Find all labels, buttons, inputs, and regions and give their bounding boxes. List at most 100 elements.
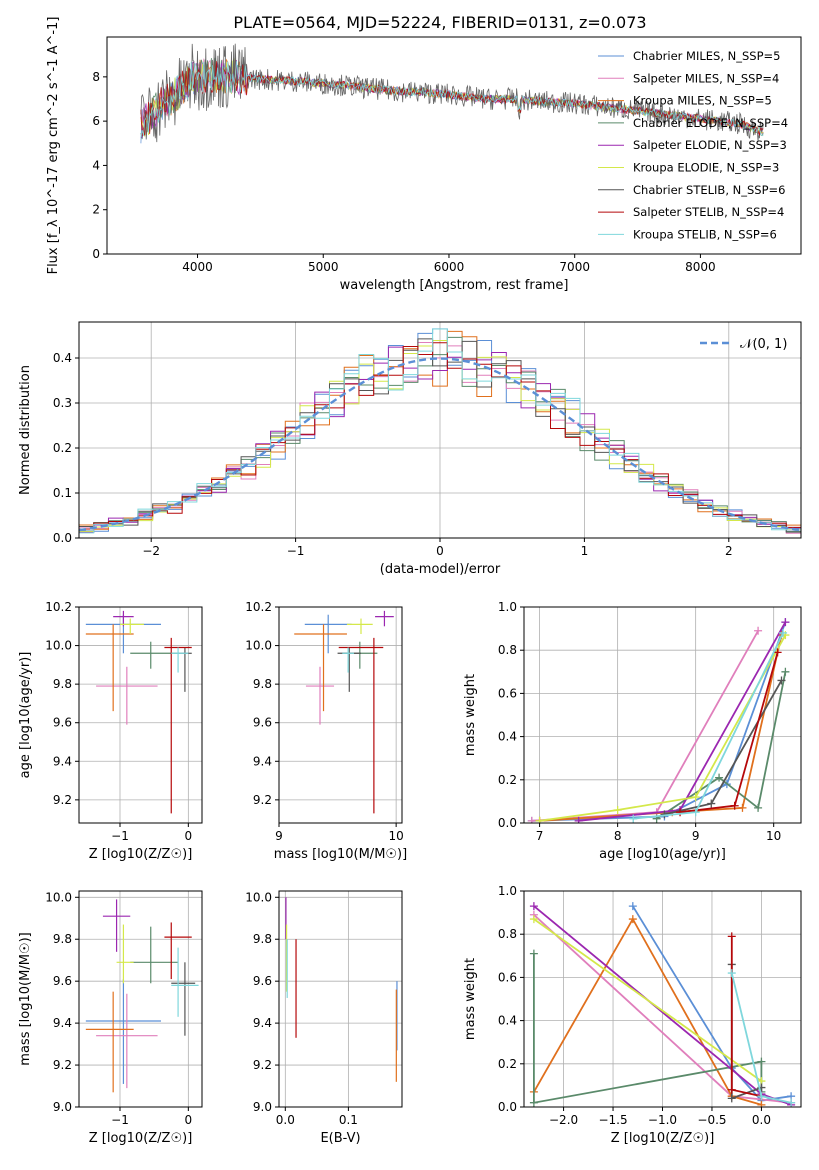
y-axis-label: mass [log10(M/M☉)] bbox=[18, 932, 33, 1065]
weight-point bbox=[727, 932, 736, 941]
weight-point bbox=[529, 902, 538, 911]
x-tick-label: 0 bbox=[185, 829, 193, 843]
y-tick-label: 0.8 bbox=[498, 643, 517, 657]
plot-area-mass-vs-ebv bbox=[285, 897, 398, 1082]
legend-label: Chabrier MILES, N_SSP=5 bbox=[633, 49, 780, 63]
plot-area-mass-vs-z bbox=[85, 899, 199, 1093]
legend-label: Salpeter STELIB, N_SSP=4 bbox=[633, 205, 784, 219]
x-axis-label: mass [log10(M/M☉)] bbox=[274, 847, 407, 862]
errorbar bbox=[130, 926, 179, 984]
errorbar bbox=[171, 962, 196, 1036]
weight-point bbox=[629, 814, 638, 823]
x-tick-label: 0 bbox=[436, 544, 444, 558]
y-tick-label: 0.4 bbox=[53, 351, 72, 365]
weight-point bbox=[738, 803, 747, 812]
panel-spectrum: 4000 5000 6000 7000 8000 0 2 4 6 8 wavelength [Ang… bbox=[46, 17, 802, 293]
y-tick-label: 9.2 bbox=[53, 1058, 72, 1072]
weight-point bbox=[691, 793, 700, 802]
axes-frame bbox=[78, 890, 203, 1108]
plot-area-spectrum bbox=[140, 43, 764, 144]
y-tick-label: 9.6 bbox=[253, 716, 272, 730]
y-tick-label: 6 bbox=[92, 114, 100, 128]
errorbar bbox=[342, 647, 354, 673]
weight-line bbox=[531, 621, 787, 822]
errorbar bbox=[96, 993, 158, 1089]
errorbar bbox=[305, 666, 335, 725]
weight-point bbox=[715, 773, 724, 782]
x-tick-label: −1 bbox=[111, 829, 129, 843]
weight-point bbox=[754, 626, 763, 635]
errorbar bbox=[130, 641, 179, 669]
x-tick-label: 0.0 bbox=[752, 1113, 771, 1127]
weight-point bbox=[707, 799, 716, 808]
x-axis-label: age [log10(age/yr)] bbox=[599, 847, 726, 862]
plot-area-age-vs-mass bbox=[294, 610, 394, 814]
legend: 𝒩(0, 1) bbox=[700, 337, 787, 352]
plot-area-age-vs-z bbox=[85, 610, 192, 814]
y-tick-label: 0.6 bbox=[498, 686, 517, 700]
y-tick-label: 10.2 bbox=[45, 600, 72, 614]
panel-weight-vs-age: 7 8 9 10 0.0 0.2 0.4 0.6 0.8 1.0 age [log10(age/yr… bbox=[463, 600, 802, 862]
legend-label: Chabrier STELIB, N_SSP=6 bbox=[633, 183, 785, 197]
weight-point bbox=[727, 969, 736, 978]
x-tick-label: 0.1 bbox=[339, 1113, 358, 1127]
errorbar bbox=[178, 647, 192, 692]
y-tick-label: 9.6 bbox=[53, 974, 72, 988]
x-tick-label: 1 bbox=[581, 544, 589, 558]
weight-point bbox=[781, 618, 790, 627]
x-tick-label: 0 bbox=[185, 1113, 193, 1127]
panel-age-vs-mass: 9 10 9.2 9.4 9.6 9.8 10.0 10.2 mass [log10(M/M☉)… bbox=[245, 600, 407, 862]
x-tick-label: −1 bbox=[287, 544, 305, 558]
x-tick-label: −2.0 bbox=[549, 1113, 578, 1127]
y-tick-label: 0.0 bbox=[53, 531, 72, 545]
y-tick-label: 9.0 bbox=[253, 1100, 272, 1114]
y-tick-label: 9.2 bbox=[253, 1058, 272, 1072]
errorbar bbox=[85, 979, 161, 1084]
weight-line bbox=[539, 634, 783, 822]
y-tick-label: 0.2 bbox=[498, 773, 517, 787]
weight-point bbox=[754, 803, 763, 812]
weight-point bbox=[730, 801, 739, 810]
weight-point bbox=[757, 1100, 766, 1107]
legend-label: Kroupa ELODIE, N_SSP=3 bbox=[633, 161, 779, 175]
y-tick-label: 9.6 bbox=[253, 974, 272, 988]
x-axis-label: Z [log10(Z/Z☉)] bbox=[89, 1131, 193, 1146]
y-tick-label: 9.8 bbox=[53, 677, 72, 691]
y-tick-label: 9.4 bbox=[253, 754, 272, 768]
axes-weight-vs-age: 7 8 9 10 0.0 0.2 0.4 0.6 0.8 1.0 age [log10(age/yr… bbox=[463, 600, 802, 862]
weight-line bbox=[578, 621, 787, 822]
y-tick-label: 9.2 bbox=[53, 793, 72, 807]
y-tick-label: 0.4 bbox=[498, 1014, 517, 1028]
y-tick-label: 0.6 bbox=[498, 970, 517, 984]
y-axis-label: age [log10(age/yr)] bbox=[18, 652, 33, 779]
y-tick-label: 0.2 bbox=[498, 1057, 517, 1071]
panel-weight-vs-z: −2.0 −1.5 −1.0 −0.5 0.0 0.0 0.2 0.4 0.6 0.8 1.0 Z [… bbox=[463, 884, 802, 1146]
errorbar bbox=[102, 899, 131, 952]
x-tick-label: 7000 bbox=[559, 260, 590, 274]
legend-label: Chabrier ELODIE, N_SSP=4 bbox=[633, 116, 788, 130]
legend-label: Kroupa STELIB, N_SSP=6 bbox=[633, 227, 777, 241]
figure-title: PLATE=0564, MJD=52224, FIBERID=0131, z=0… bbox=[233, 13, 646, 32]
weight-point bbox=[787, 1098, 796, 1107]
histogram-step bbox=[79, 328, 801, 534]
weight-point bbox=[613, 806, 622, 815]
axes-age-vs-mass: 9 10 9.2 9.4 9.6 9.8 10.0 10.2 mass [log10(M/M☉)… bbox=[245, 600, 407, 862]
y-tick-label: 9.0 bbox=[53, 1100, 72, 1114]
errorbar bbox=[375, 610, 394, 627]
weight-point bbox=[727, 1085, 736, 1094]
weight-line bbox=[533, 917, 762, 1106]
legend-label: 𝒩(0, 1) bbox=[740, 337, 787, 352]
y-tick-label: 0.8 bbox=[498, 927, 517, 941]
legend: Chabrier MILES, N_SSP=5 Salpeter MILES, N… bbox=[598, 49, 788, 241]
y-tick-label: 9.8 bbox=[53, 932, 72, 946]
axes-frame bbox=[78, 606, 203, 824]
errorbar bbox=[120, 618, 144, 634]
plot-area-residuals bbox=[79, 328, 801, 534]
errorbar bbox=[116, 924, 134, 984]
y-tick-label: 10.0 bbox=[245, 639, 272, 653]
weight-point bbox=[628, 902, 637, 911]
histogram-step bbox=[79, 336, 801, 533]
x-tick-label: 4000 bbox=[182, 260, 213, 274]
y-tick-label: 9.4 bbox=[53, 1016, 72, 1030]
y-tick-label: 4 bbox=[92, 158, 100, 172]
